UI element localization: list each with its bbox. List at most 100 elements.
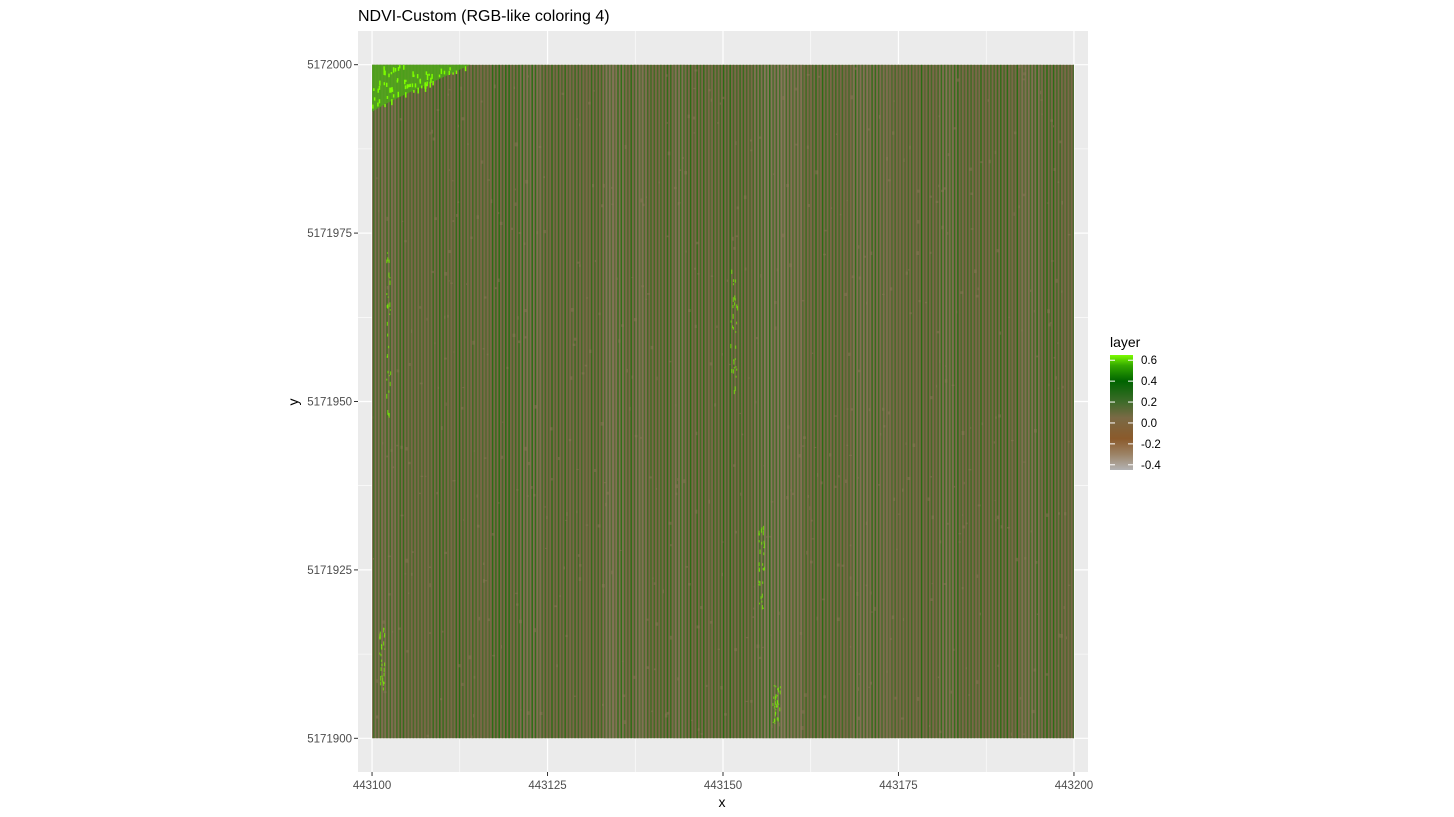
raster-speckle xyxy=(476,215,479,219)
raster-speckle xyxy=(434,342,436,345)
raster-vigor-spot xyxy=(776,717,778,721)
raster-crop-row xyxy=(442,64,444,739)
raster-speckle xyxy=(593,89,595,92)
raster-speckle xyxy=(426,317,428,321)
raster-speckle xyxy=(603,481,607,484)
raster-speckle xyxy=(407,592,410,595)
raster-speckle xyxy=(741,433,744,436)
raster-crop-row xyxy=(986,64,989,739)
raster-vigor-spot xyxy=(385,82,388,87)
raster-vigor-spot xyxy=(383,672,385,677)
legend-ticks: -0.4 -0.2 0.0 0.2 0.4 0.6 xyxy=(1110,355,1161,472)
raster-speckle xyxy=(538,145,542,149)
raster-speckle xyxy=(447,314,449,318)
raster-speckle xyxy=(436,109,440,111)
raster-vigor-spot xyxy=(772,703,774,707)
raster-speckle xyxy=(733,464,736,467)
raster-speckle xyxy=(815,170,819,175)
raster-speckle xyxy=(905,271,908,275)
raster-speckle xyxy=(525,179,529,184)
raster-speckle xyxy=(824,229,827,232)
raster-speckle xyxy=(490,199,493,204)
raster-vigor-spot xyxy=(405,79,407,82)
raster-speckle xyxy=(850,408,854,411)
raster-crop-row xyxy=(1009,64,1012,739)
raster-speckle xyxy=(577,261,580,264)
raster-speckle xyxy=(858,673,861,676)
raster-speckle xyxy=(1010,732,1012,736)
raster-speckle xyxy=(396,444,399,447)
raster-crop-row xyxy=(947,64,949,739)
raster-vigor-spot xyxy=(443,70,446,75)
raster-speckle xyxy=(766,536,768,538)
raster-speckle xyxy=(516,603,519,606)
raster-speckle xyxy=(721,352,723,356)
raster-crop-row xyxy=(1013,64,1015,739)
raster-speckle xyxy=(759,136,762,139)
raster-speckle xyxy=(857,476,859,479)
raster-speckle xyxy=(844,479,847,484)
raster-crop-row xyxy=(755,64,758,739)
raster-crop-row xyxy=(792,64,794,739)
raster-speckle xyxy=(453,351,455,353)
raster-speckle xyxy=(1053,356,1056,359)
raster-crop-row xyxy=(1046,64,1048,739)
raster-vigor-spot xyxy=(389,371,392,376)
raster-speckle xyxy=(398,627,401,630)
raster-speckle xyxy=(728,363,731,366)
raster-vigor-spot xyxy=(772,721,774,724)
raster-speckle xyxy=(937,676,940,679)
raster-speckle xyxy=(524,336,527,339)
raster-speckle xyxy=(745,700,749,702)
raster-speckle xyxy=(900,717,904,720)
raster-vigor-spot xyxy=(452,72,454,75)
raster-speckle xyxy=(523,242,526,246)
raster-crop-row xyxy=(805,64,807,739)
raster-speckle xyxy=(931,582,933,585)
raster-speckle xyxy=(656,376,658,381)
raster-crop-row xyxy=(901,64,903,739)
raster-vigor-spot xyxy=(428,73,430,76)
raster-speckle xyxy=(721,572,724,577)
raster-speckle xyxy=(476,494,478,498)
raster-speckle xyxy=(977,287,979,291)
raster-speckle xyxy=(1018,64,1021,69)
raster-speckle xyxy=(881,293,885,295)
raster-speckle xyxy=(1067,233,1071,236)
raster-speckle xyxy=(655,622,659,626)
raster-vigor-spot xyxy=(377,102,379,107)
raster-crop-row xyxy=(604,64,606,739)
raster-crop-row xyxy=(379,64,382,739)
raster-speckle xyxy=(629,406,631,411)
raster-speckle xyxy=(594,259,596,263)
raster-speckle xyxy=(565,519,568,521)
raster-speckle xyxy=(551,477,553,481)
raster-speckle xyxy=(602,183,605,188)
raster-vigor-spot xyxy=(759,581,761,586)
raster-speckle xyxy=(498,212,500,215)
raster-vigor-spot xyxy=(387,333,389,337)
raster-speckle xyxy=(1035,560,1038,564)
raster-crop-row xyxy=(706,64,708,739)
raster-speckle xyxy=(665,74,668,77)
raster-speckle xyxy=(745,637,749,639)
raster-speckle xyxy=(865,521,868,525)
raster-speckle xyxy=(484,580,488,582)
raster-speckle xyxy=(390,449,393,452)
raster-speckle xyxy=(448,169,450,171)
raster-speckle xyxy=(683,479,686,484)
raster-speckle xyxy=(755,400,757,404)
raster-speckle xyxy=(1041,113,1043,115)
raster-crop-row xyxy=(825,64,827,739)
raster-speckle xyxy=(941,225,944,230)
raster-speckle xyxy=(418,492,421,495)
raster-vigor-spot xyxy=(776,705,778,708)
raster-speckle xyxy=(581,372,585,375)
raster-crop-row xyxy=(600,64,603,739)
raster-speckle xyxy=(618,339,621,343)
raster-speckle xyxy=(886,156,888,161)
raster-speckle xyxy=(527,75,529,78)
raster-speckle xyxy=(854,67,857,70)
raster-speckle xyxy=(1024,557,1027,560)
